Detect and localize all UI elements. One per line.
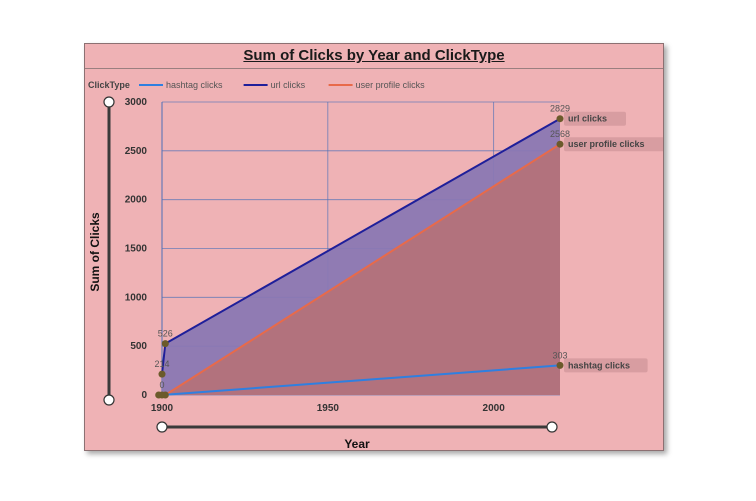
series-line [161,364,561,396]
x-range-slider-handle [546,421,558,433]
data-point [161,391,169,399]
series-end-tag [564,137,663,152]
data-label: 214 [154,359,169,369]
data-label: 2568 [550,129,570,139]
y-tick-label: 3000 [125,97,148,108]
chart-canvas: ClickType hashtag clicks url clicks user pr… [88,80,663,450]
legend-item-label: user profile clicks [356,80,426,90]
x-tick-label: 1900 [151,403,174,414]
chart-card: Sum of Clicks by Year and ClickType Clic… [84,43,664,451]
legend-item-label: hashtag clicks [166,80,223,90]
data-label: 2829 [550,104,570,114]
series-end-tag-label: user profile clicks [568,139,645,149]
data-point [155,391,163,399]
series-end-tag-label: hashtag clicks [568,360,630,370]
data-label: 303 [552,350,567,360]
title-divider [85,68,663,69]
y-tick-label: 500 [130,341,147,352]
data-point [161,340,169,348]
y-tick-label: 0 [141,390,147,401]
y-tick-label: 1000 [125,292,148,303]
y-range-slider-handle [103,394,115,406]
data-label: 0 [159,380,164,390]
x-range-slider-handle [156,421,168,433]
y-range-slider-handle [103,96,115,108]
series-end-tag-label: url clicks [568,114,607,124]
legend-title: ClickType [88,80,130,90]
y-tick-label: 2000 [125,195,148,206]
data-point [556,361,564,369]
y-tick-label: 2500 [125,146,148,157]
x-tick-label: 1950 [317,403,340,414]
data-point [158,370,166,378]
data-label: 526 [158,329,173,339]
x-axis-title: Year [344,437,370,450]
y-tick-label: 1500 [125,244,148,255]
series-end-tag [564,111,626,126]
y-axis-title: Sum of Clicks [88,212,102,292]
data-point [556,115,564,123]
data-point [556,140,564,148]
chart-title: Sum of Clicks by Year and ClickType [243,47,505,64]
area-user-profile-clicks [158,144,560,395]
series-end-tag [564,358,648,373]
x-tick-label: 2000 [483,403,506,414]
legend-item-label: url clicks [271,80,306,90]
